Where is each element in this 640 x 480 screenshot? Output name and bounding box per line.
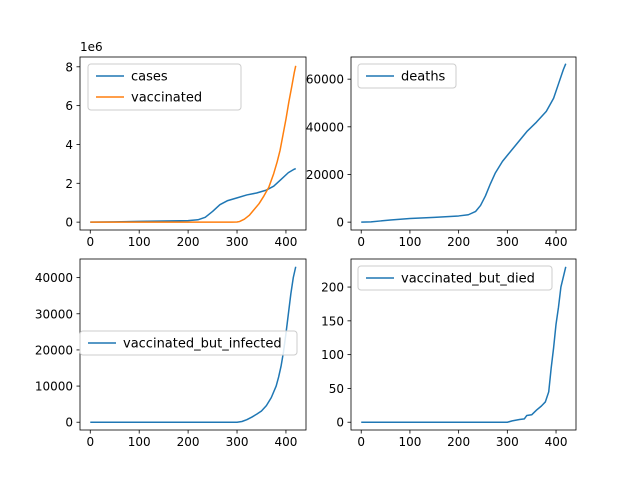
legend-box [87, 63, 242, 111]
y-tick-label: 0 [336, 416, 344, 430]
x-tick-label: 300 [496, 435, 519, 449]
series-line-vaccinated [90, 65, 297, 223]
legend-box [79, 330, 298, 356]
x-tick-label: 100 [128, 235, 151, 249]
series-line-cases [90, 167, 297, 223]
y-tick-label: 8 [65, 60, 73, 74]
y-tick-label: 20000 [35, 343, 73, 357]
x-tick-label: 200 [447, 435, 470, 449]
y-tick-label: 50 [329, 382, 344, 396]
x-tick-label: 100 [398, 235, 421, 249]
y-tick-label: 2 [65, 177, 73, 191]
x-tick-label: 400 [274, 235, 297, 249]
x-tick-label: 200 [447, 235, 470, 249]
x-tick-label: 0 [357, 435, 365, 449]
y-tick-label: 30000 [35, 307, 73, 321]
series-line-vaccinated-but-died [361, 266, 567, 423]
series-line-deaths [361, 63, 567, 223]
y-tick-label: 0 [336, 216, 344, 230]
legend-label: vaccinated [131, 91, 202, 106]
legend-label: cases [131, 70, 168, 85]
axes-frame [79, 56, 307, 231]
subplot-vaccinated-but-died: 0 100 200 300 400 0 50 100 150 200 vaccinated_but_… [321, 258, 577, 449]
y-tick-label: 40000 [306, 120, 344, 134]
x-tick-label: 0 [86, 235, 94, 249]
legend-label: vaccinated_but_infected [123, 337, 282, 352]
x-tick-label: 200 [177, 435, 200, 449]
x-tick-label: 400 [545, 435, 568, 449]
y-tick-label: 10000 [35, 380, 73, 394]
subplot-deaths: 0 100 200 300 400 0 20000 40000 60000 deaths [306, 56, 577, 249]
legend-box [357, 265, 553, 291]
x-tick-label: 0 [86, 435, 94, 449]
legend-box [357, 63, 457, 89]
y-tick-label: 200 [321, 281, 344, 295]
subplot-cases-vaccinated: 0 100 200 300 400 0 2 4 6 8 1e6 cases vaccinated [65, 40, 307, 249]
x-tick-label: 100 [128, 435, 151, 449]
y-tick-label: 20000 [306, 168, 344, 182]
legend-label: deaths [401, 70, 446, 85]
y-tick-label: 40000 [35, 271, 73, 285]
x-tick-label: 300 [226, 235, 249, 249]
y-tick-label: 6 [65, 99, 73, 113]
axes-frame [350, 56, 577, 231]
y-offset-label: 1e6 [80, 40, 103, 54]
y-tick-label: 150 [321, 314, 344, 328]
x-tick-label: 300 [496, 235, 519, 249]
y-tick-label: 100 [321, 348, 344, 362]
y-tick-label: 0 [65, 416, 73, 430]
x-tick-label: 400 [545, 235, 568, 249]
x-tick-label: 0 [357, 235, 365, 249]
x-tick-label: 400 [274, 435, 297, 449]
x-tick-label: 100 [398, 435, 421, 449]
legend-label: vaccinated_but_died [401, 272, 535, 287]
y-tick-label: 4 [65, 138, 73, 152]
series-line-vaccinated-but-infected [90, 266, 297, 423]
x-tick-label: 200 [177, 235, 200, 249]
axes-frame [350, 258, 577, 431]
subplot-vaccinated-but-infected: 0 100 200 300 400 0 10000 20000 30000 40000 vaccin… [35, 258, 307, 449]
x-tick-label: 300 [226, 435, 249, 449]
y-tick-label: 60000 [306, 73, 344, 87]
y-tick-label: 0 [65, 216, 73, 230]
